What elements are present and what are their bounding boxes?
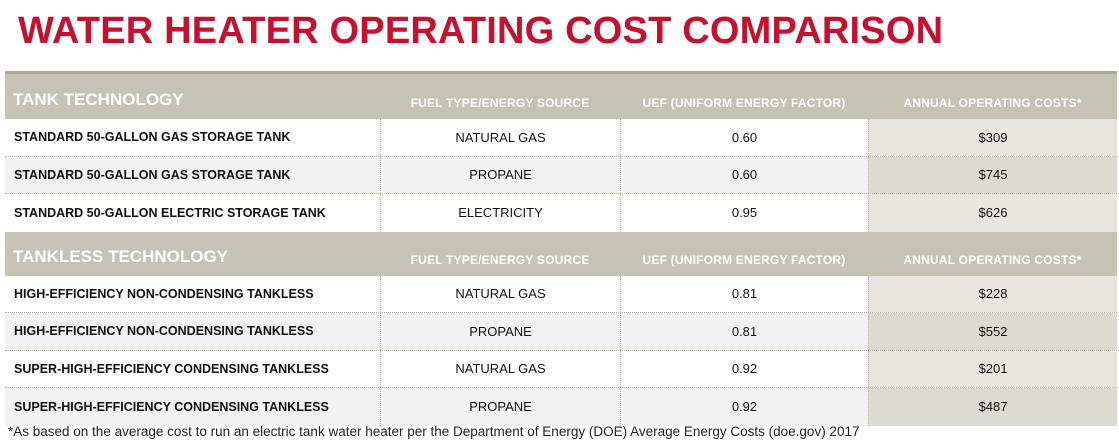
- table-row: STANDARD 50-GALLON GAS STORAGE TANK NATU…: [5, 119, 1117, 157]
- uef-cell: 0.81: [620, 275, 868, 312]
- table-row: HIGH-EFFICIENCY NON-CONDENSING TANKLESS …: [5, 275, 1117, 313]
- cost-comparison-table: TANK TECHNOLOGY FUEL TYPE/ENERGY SOURCE …: [5, 71, 1117, 426]
- fuel-cell: PROPANE: [380, 388, 620, 426]
- uef-cell: 0.81: [620, 313, 868, 350]
- table-row: SUPER-HIGH-EFFICIENCY CONDENSING TANKLES…: [5, 388, 1117, 426]
- technology-cell: STANDARD 50-GALLON ELECTRIC STORAGE TANK: [14, 205, 326, 220]
- page-title: WATER HEATER OPERATING COST COMPARISON: [18, 10, 944, 52]
- fuel-cell: NATURAL GAS: [380, 275, 620, 312]
- cost-cell: $745: [868, 156, 1117, 193]
- footnote: *As based on the average cost to run an …: [8, 424, 860, 439]
- tankless-technology-heading: TANKLESS TECHNOLOGY: [13, 246, 229, 266]
- fuel-cell: PROPANE: [380, 313, 620, 350]
- table-row: STANDARD 50-GALLON GAS STORAGE TANK PROP…: [5, 156, 1117, 194]
- fuel-type-header: FUEL TYPE/ENERGY SOURCE: [410, 96, 590, 110]
- fuel-type-header: FUEL TYPE/ENERGY SOURCE: [410, 252, 590, 267]
- uef-cell: 0.60: [620, 156, 868, 193]
- fuel-cell: NATURAL GAS: [380, 350, 620, 387]
- fuel-cell: NATURAL GAS: [380, 119, 620, 156]
- uef-cell: 0.60: [620, 119, 868, 156]
- annual-cost-header: ANNUAL OPERATING COSTS*: [903, 252, 1082, 267]
- technology-cell: SUPER-HIGH-EFFICIENCY CONDENSING TANKLES…: [14, 361, 329, 376]
- cost-cell: $552: [868, 313, 1117, 350]
- cost-cell: $309: [868, 119, 1117, 156]
- fuel-cell: ELECTRICITY: [380, 194, 620, 232]
- technology-cell: SUPER-HIGH-EFFICIENCY CONDENSING TANKLES…: [14, 399, 329, 414]
- annual-cost-header: ANNUAL OPERATING COSTS*: [903, 96, 1082, 110]
- tankless-section-header: TANKLESS TECHNOLOGY FUEL TYPE/ENERGY SOU…: [5, 231, 1117, 276]
- uef-header: UEF (UNIFORM ENERGY FACTOR): [642, 96, 846, 110]
- technology-cell: HIGH-EFFICIENCY NON-CONDENSING TANKLESS: [14, 286, 314, 301]
- table-row: STANDARD 50-GALLON ELECTRIC STORAGE TANK…: [5, 194, 1117, 232]
- tank-section-header: TANK TECHNOLOGY FUEL TYPE/ENERGY SOURCE …: [5, 71, 1117, 119]
- cost-cell: $201: [868, 350, 1117, 387]
- uef-cell: 0.95: [620, 194, 868, 232]
- table-row: HIGH-EFFICIENCY NON-CONDENSING TANKLESS …: [5, 313, 1117, 351]
- table-row: SUPER-HIGH-EFFICIENCY CONDENSING TANKLES…: [5, 350, 1117, 388]
- technology-cell: STANDARD 50-GALLON GAS STORAGE TANK: [14, 167, 291, 182]
- cost-cell: $487: [868, 388, 1117, 426]
- tank-technology-heading: TANK TECHNOLOGY: [13, 90, 184, 109]
- cost-cell: $626: [868, 194, 1117, 232]
- uef-cell: 0.92: [620, 388, 868, 426]
- technology-cell: STANDARD 50-GALLON GAS STORAGE TANK: [14, 130, 291, 145]
- technology-cell: HIGH-EFFICIENCY NON-CONDENSING TANKLESS: [14, 324, 314, 339]
- uef-header: UEF (UNIFORM ENERGY FACTOR): [642, 252, 846, 267]
- uef-cell: 0.92: [620, 350, 868, 387]
- cost-cell: $228: [868, 275, 1117, 312]
- fuel-cell: PROPANE: [380, 156, 620, 193]
